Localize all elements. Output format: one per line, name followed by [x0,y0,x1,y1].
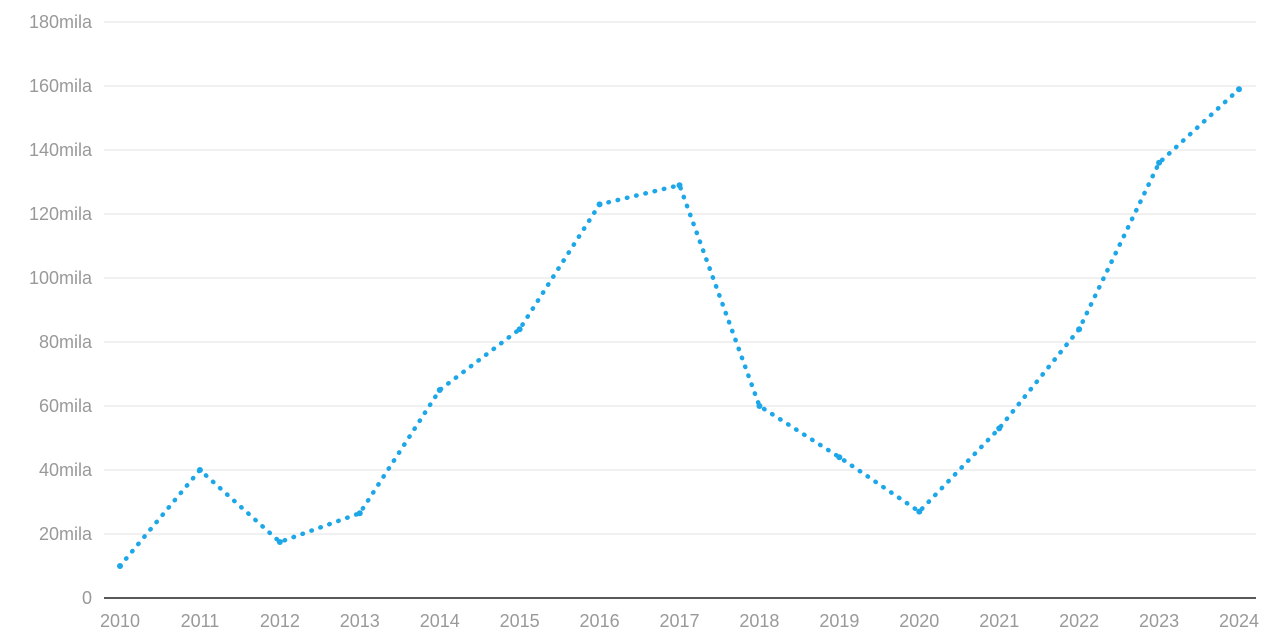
data-point [516,326,523,333]
data-point [676,182,683,189]
y-tick-label: 140mila [29,140,93,160]
y-tick-label: 20mila [39,524,93,544]
y-tick-label: 100mila [29,268,93,288]
x-tick-label: 2016 [580,611,620,631]
x-tick-label: 2017 [659,611,699,631]
data-point [356,510,363,517]
y-tick-label: 60mila [39,396,93,416]
x-tick-label: 2018 [739,611,779,631]
series-layer [117,86,1242,569]
data-point [996,425,1003,432]
x-tick-label: 2014 [420,611,460,631]
data-point [1236,86,1242,93]
data-point [596,201,603,208]
data-point [436,387,443,393]
x-tick-label: 2019 [819,611,859,631]
x-tick-label: 2020 [899,611,939,631]
data-point [836,454,843,461]
y-tick-label: 80mila [39,332,93,352]
x-tick-label: 2015 [500,611,540,631]
x-tick-label: 2022 [1059,611,1099,631]
x-tick-label: 2024 [1219,611,1259,631]
data-point [117,563,123,569]
y-tick-label: 40mila [39,460,93,480]
data-point [276,539,283,545]
data-point [196,467,203,473]
data-point [916,508,923,515]
x-tick-label: 2012 [260,611,300,631]
y-tick-label: 160mila [29,76,93,96]
x-tick-label: 2010 [100,611,140,631]
x-axis-tick-labels: 2010 2011 2012 2013 2014 2015 2016 2017 2018 2019… [100,611,1259,631]
y-tick-label: 120mila [29,204,93,224]
y-tick-label: 180mila [29,12,93,32]
x-tick-label: 2023 [1139,611,1179,631]
x-tick-label: 2011 [181,611,220,631]
y-tick-label: 0 [82,588,92,608]
series-line [117,86,1242,569]
data-point [756,403,763,409]
y-axis-tick-labels: 0 20mila 40mila 60mila 80mila 100mila 120mila 1… [29,12,93,608]
x-tick-label: 2013 [340,611,380,631]
data-point [1156,159,1163,166]
x-tick-label: 2021 [979,611,1019,631]
grid-lines [104,21,1256,535]
data-point [1076,326,1083,333]
